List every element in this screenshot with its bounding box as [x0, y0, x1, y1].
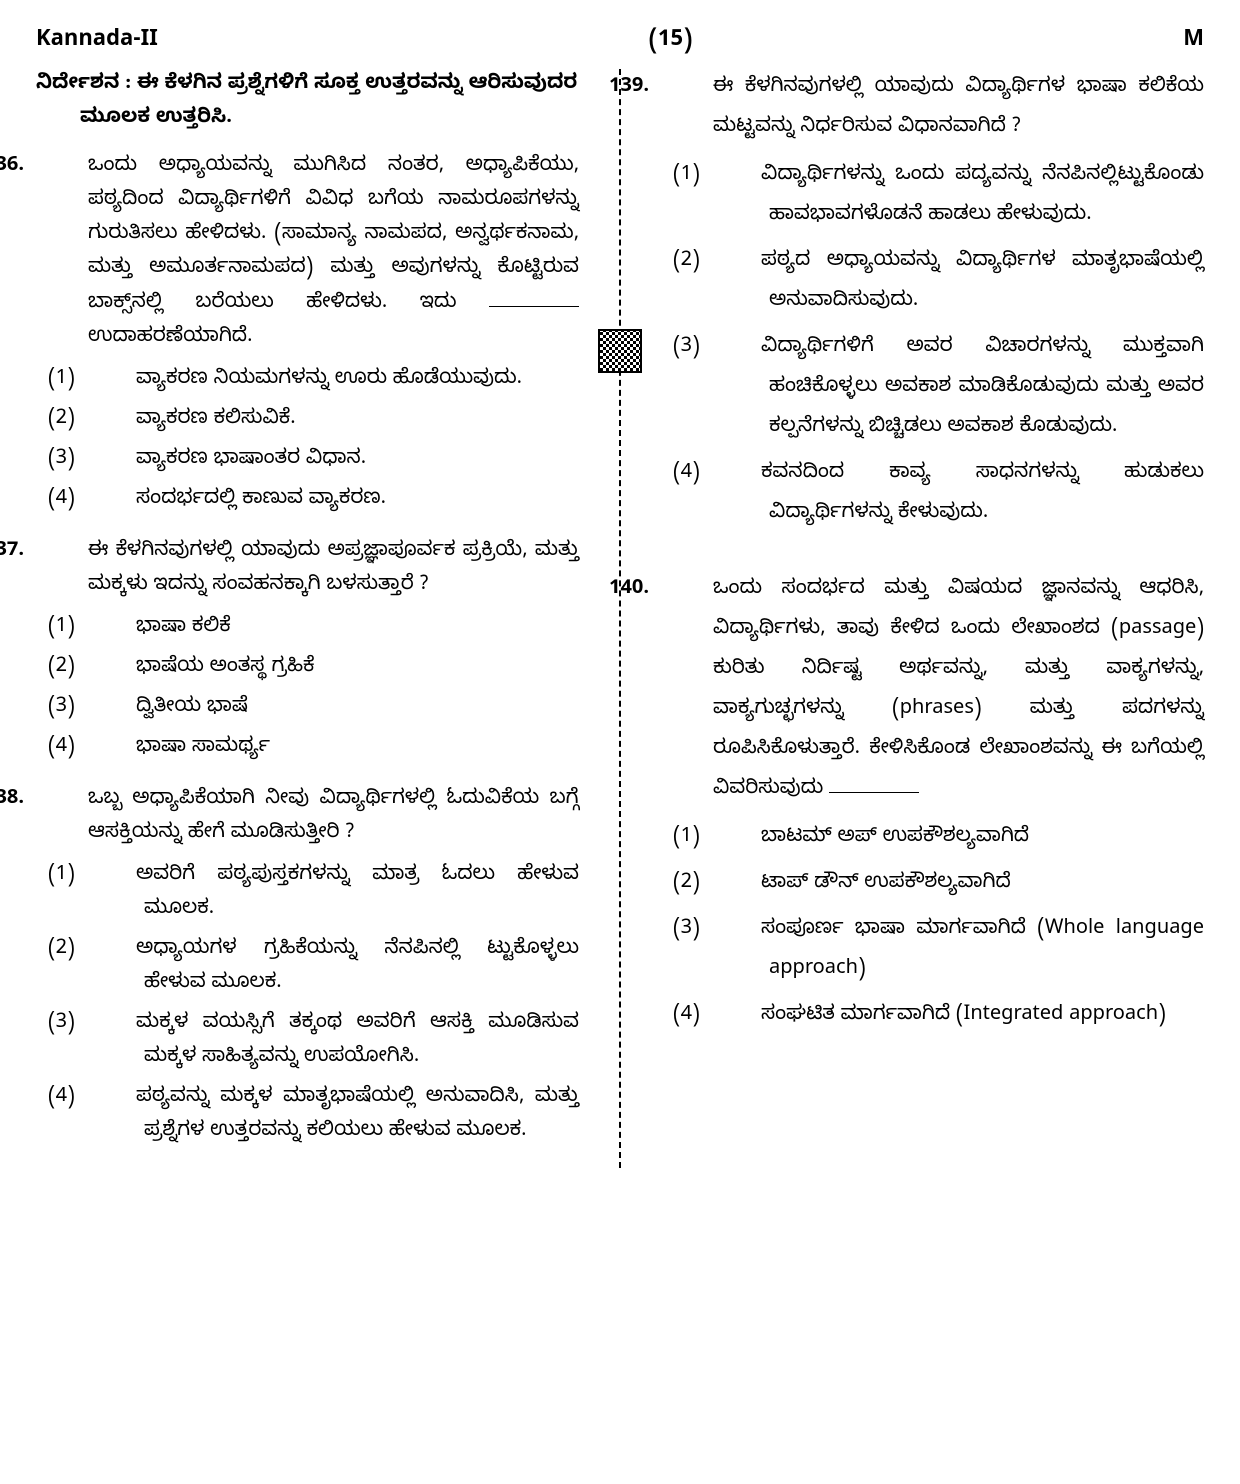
option-marker: (4) [96, 1082, 136, 1116]
instruction-label: ನಿರ್ದೇಶನ : [36, 72, 131, 99]
option-marker: (3) [721, 911, 761, 951]
option-marker: (2) [96, 404, 136, 438]
header-left: Kannada-II [36, 24, 158, 61]
options-list: (1)ವ್ಯಾಕರಣ ನಿಯಮಗಳನ್ನು ಊರು ಹೊಡೆಯುವುದು.(2)… [36, 364, 579, 518]
option-text: ಪಠ್ಯದ ಅಧ್ಯಾಯವನ್ನು ವಿದ್ಯಾರ್ಥಿಗಳ ಮಾತೃಭಾಷೆಯ… [761, 249, 1204, 316]
question-stem: 139.ಈ ಕೆಳಗಿನವುಗಳಲ್ಲಿ ಯಾವುದು ವಿದ್ಯಾರ್ಥಿಗಳ… [661, 69, 1204, 149]
option: (2)ಪಠ್ಯದ ಅಧ್ಯಾಯವನ್ನು ವಿದ್ಯಾರ್ಥಿಗಳ ಮಾತೃಭಾ… [721, 243, 1204, 323]
question: 138.ಒಬ್ಬ ಅಧ್ಯಾಪಿಕೆಯಾಗಿ ನೀವು ವಿದ್ಯಾರ್ಥಿಗಳ… [36, 784, 579, 1150]
question: 136.ಒಂದು ಅಧ್ಯಾಯವನ್ನು ಮುಗಿಸಿದ ನಂತರ, ಅಧ್ಯಾ… [36, 151, 579, 518]
question-number: 140. [661, 571, 713, 611]
option: (4)ಭಾಷಾ ಸಾಮರ್ಥ್ಯ [96, 732, 579, 766]
instruction-text: ಈ ಕೆಳಗಿನ ಪ್ರಶ್ನೆಗಳಿಗೆ ಸೂಕ್ತ ಉತ್ತರವನ್ನು ಆ… [80, 72, 577, 133]
fill-blank [489, 287, 579, 307]
option-text: ವಿದ್ಯಾರ್ಥಿಗಳನ್ನು ಒಂದು ಪದ್ಯವನ್ನು ನೆನಪಿನಲ್… [761, 163, 1204, 230]
option: (2)ಅಧ್ಯಾಯಗಳ ಗ್ರಹಿಕೆಯನ್ನು ನೆನಪಿನಲ್ಲಿ ಟ್ಟು… [96, 934, 579, 1002]
option-text: ಕವನದಿಂದ ಕಾವ್ಯ ಸಾಧನಗಳನ್ನು ಹುಡುಕಲು ವಿದ್ಯಾರ… [761, 461, 1204, 528]
option-marker: (2) [96, 652, 136, 686]
options-list: (1)ಭಾಷಾ ಕಲಿಕೆ(2)ಭಾಷೆಯ ಅಂತಸ್ಥ ಗ್ರಹಿಕೆ(3)ದ… [36, 612, 579, 766]
option-marker: (2) [96, 934, 136, 968]
question-number: 136. [36, 151, 88, 185]
option: (2)ಟಾಪ್ ಡೌನ್ ಉಪಕೌಶಲ್ಯವಾಗಿದೆ [721, 865, 1204, 905]
question-text: ಒಬ್ಬ ಅಧ್ಯಾಪಿಕೆಯಾಗಿ ನೀವು ವಿದ್ಯಾರ್ಥಿಗಳಲ್ಲಿ… [88, 787, 579, 848]
option: (3)ದ್ವಿತೀಯ ಭಾಷೆ [96, 692, 579, 726]
option: (3)ವ್ಯಾಕರಣ ಭಾಷಾಂತರ ವಿಧಾನ. [96, 444, 579, 478]
options-list: (1)ಬಾಟಮ್ ಅಪ್ ಉಪಕೌಶಲ್ಯವಾಗಿದೆ(2)ಟಾಪ್ ಡೌನ್ … [661, 819, 1204, 1037]
option-marker: (3) [96, 1008, 136, 1042]
left-column: ನಿರ್ದೇಶನ : ಈ ಕೆಳಗಿನ ಪ್ರಶ್ನೆಗಳಿಗೆ ಸೂಕ್ತ ಉ… [36, 69, 579, 1168]
option: (1)ಬಾಟಮ್ ಅಪ್ ಉಪಕೌಶಲ್ಯವಾಗಿದೆ [721, 819, 1204, 859]
question: 137.ಈ ಕೆಳಗಿನವುಗಳಲ್ಲಿ ಯಾವುದು ಅಪ್ರಜ್ಞಾಪೂರ್… [36, 536, 579, 766]
option-marker: (1) [96, 860, 136, 894]
option-marker: (4) [96, 732, 136, 766]
option-text: ವ್ಯಾಕರಣ ನಿಯಮಗಳನ್ನು ಊರು ಹೊಡೆಯುವುದು. [136, 367, 522, 394]
option: (2)ಭಾಷೆಯ ಅಂತಸ್ಥ ಗ್ರಹಿಕೆ [96, 652, 579, 686]
option: (2)ವ್ಯಾಕರಣ ಕಲಿಸುವಿಕೆ. [96, 404, 579, 438]
option-text: ವ್ಯಾಕರಣ ಭಾಷಾಂತರ ವಿಧಾನ. [136, 447, 366, 474]
option-text: ಟಾಪ್ ಡೌನ್ ಉಪಕೌಶಲ್ಯವಾಗಿದೆ [761, 871, 1011, 898]
question-stem: 136.ಒಂದು ಅಧ್ಯಾಯವನ್ನು ಮುಗಿಸಿದ ನಂತರ, ಅಧ್ಯಾ… [36, 151, 579, 356]
option-text: ಅಧ್ಯಾಯಗಳ ಗ್ರಹಿಕೆಯನ್ನು ನೆನಪಿನಲ್ಲಿ ಟ್ಟುಕೊಳ… [136, 937, 579, 998]
option-marker: (3) [721, 329, 761, 369]
option-text: ಸಂಪೂರ್ಣ ಭಾಷಾ ಮಾರ್ಗವಾಗಿದೆ (Whole language… [761, 917, 1204, 984]
option: (1)ವಿದ್ಯಾರ್ಥಿಗಳನ್ನು ಒಂದು ಪದ್ಯವನ್ನು ನೆನಪಿ… [721, 157, 1204, 237]
options-list: (1)ಅವರಿಗೆ ಪಠ್ಯಪುಸ್ತಕಗಳನ್ನು ಮಾತ್ರ ಓದಲು ಹೇ… [36, 860, 579, 1150]
question-number: 139. [661, 69, 713, 109]
option-marker: (4) [96, 484, 136, 518]
option: (4)ಸಂದರ್ಭದಲ್ಲಿ ಕಾಣುವ ವ್ಯಾಕರಣ. [96, 484, 579, 518]
option-text: ಭಾಷಾ ಕಲಿಕೆ [136, 615, 231, 642]
question: 140.ಒಂದು ಸಂದರ್ಭದ ಮತ್ತು ವಿಷಯದ ಜ್ಞಾನವನ್ನು … [661, 571, 1204, 1037]
option-text: ಭಾಷಾ ಸಾಮರ್ಥ್ಯ [136, 735, 270, 762]
question: 139.ಈ ಕೆಳಗಿನವುಗಳಲ್ಲಿ ಯಾವುದು ವಿದ್ಯಾರ್ಥಿಗಳ… [661, 69, 1204, 535]
option-marker: (1) [721, 819, 761, 859]
right-column: 139.ಈ ಕೆಳಗಿನವುಗಳಲ್ಲಿ ಯಾವುದು ವಿದ್ಯಾರ್ಥಿಗಳ… [661, 69, 1204, 1168]
option-marker: (1) [721, 157, 761, 197]
option-text: ಭಾಷೆಯ ಅಂತಸ್ಥ ಗ್ರಹಿಕೆ [136, 655, 315, 682]
option-text: ಪಠ್ಯವನ್ನು ಮಕ್ಕಳ ಮಾತೃಭಾಷೆಯಲ್ಲಿ ಅನುವಾದಿಸಿ,… [136, 1085, 579, 1146]
question-text: ಒಂದು ಸಂದರ್ಭದ ಮತ್ತು ವಿಷಯದ ಜ್ಞಾನವನ್ನು ಆಧರಿ… [713, 577, 1204, 804]
option-text: ಸಂದರ್ಭದಲ್ಲಿ ಕಾಣುವ ವ್ಯಾಕರಣ. [136, 487, 386, 514]
question-text-post: ಉದಾಹರಣೆಯಾಗಿದೆ. [88, 325, 252, 352]
option: (4)ಸಂಘಟಿತ ಮಾರ್ಗವಾಗಿದೆ (Integrated approa… [721, 997, 1204, 1037]
question-number: 138. [36, 784, 88, 818]
option-text: ಬಾಟಮ್ ಅಪ್ ಉಪಕೌಶಲ್ಯವಾಗಿದೆ [761, 825, 1029, 852]
option-marker: (3) [96, 444, 136, 478]
column-divider [619, 69, 621, 1168]
option: (3)ವಿದ್ಯಾರ್ಥಿಗಳಿಗೆ ಅವರ ವಿಚಾರಗಳನ್ನು ಮುಕ್ತ… [721, 329, 1204, 449]
question-stem: 140.ಒಂದು ಸಂದರ್ಭದ ಮತ್ತು ವಿಷಯದ ಜ್ಞಾನವನ್ನು … [661, 571, 1204, 811]
header-center: (15) [649, 24, 693, 61]
option: (3)ಸಂಪೂರ್ಣ ಭಾಷಾ ಮಾರ್ಗವಾಗಿದೆ (Whole langu… [721, 911, 1204, 991]
question-stem: 137.ಈ ಕೆಳಗಿನವುಗಳಲ್ಲಿ ಯಾವುದು ಅಪ್ರಜ್ಞಾಪೂರ್… [36, 536, 579, 604]
option-text: ಅವರಿಗೆ ಪಠ್ಯಪುಸ್ತಕಗಳನ್ನು ಮಾತ್ರ ಓದಲು ಹೇಳುವ… [136, 863, 579, 924]
question-stem: 138.ಒಬ್ಬ ಅಧ್ಯಾಪಿಕೆಯಾಗಿ ನೀವು ವಿದ್ಯಾರ್ಥಿಗಳ… [36, 784, 579, 852]
question-text: ಈ ಕೆಳಗಿನವುಗಳಲ್ಲಿ ಯಾವುದು ಅಪ್ರಜ್ಞಾಪೂರ್ವಕ ಪ… [88, 539, 579, 600]
option-marker: (2) [721, 865, 761, 905]
option-marker: (1) [96, 364, 136, 398]
qr-code-icon [598, 329, 642, 373]
option: (3)ಮಕ್ಕಳ ವಯಸ್ಸಿಗೆ ತಕ್ಕಂಥ ಅವರಿಗೆ ಆಸಕ್ತಿ ಮ… [96, 1008, 579, 1076]
question-text: ಈ ಕೆಳಗಿನವುಗಳಲ್ಲಿ ಯಾವುದು ವಿದ್ಯಾರ್ಥಿಗಳ ಭಾಷ… [713, 75, 1204, 142]
option-marker: (1) [96, 612, 136, 646]
options-list: (1)ವಿದ್ಯಾರ್ಥಿಗಳನ್ನು ಒಂದು ಪದ್ಯವನ್ನು ನೆನಪಿ… [661, 157, 1204, 535]
option: (1)ಅವರಿಗೆ ಪಠ್ಯಪುಸ್ತಕಗಳನ್ನು ಮಾತ್ರ ಓದಲು ಹೇ… [96, 860, 579, 928]
option-marker: (2) [721, 243, 761, 283]
option: (4)ಪಠ್ಯವನ್ನು ಮಕ್ಕಳ ಮಾತೃಭಾಷೆಯಲ್ಲಿ ಅನುವಾದಿ… [96, 1082, 579, 1150]
option-text: ವ್ಯಾಕರಣ ಕಲಿಸುವಿಕೆ. [136, 407, 296, 434]
option-text: ವಿದ್ಯಾರ್ಥಿಗಳಿಗೆ ಅವರ ವಿಚಾರಗಳನ್ನು ಮುಕ್ತವಾಗ… [761, 335, 1204, 442]
option-text: ಸಂಘಟಿತ ಮಾರ್ಗವಾಗಿದೆ (Integrated approach) [761, 1003, 1166, 1030]
option: (1)ವ್ಯಾಕರಣ ನಿಯಮಗಳನ್ನು ಊರು ಹೊಡೆಯುವುದು. [96, 364, 579, 398]
option-marker: (3) [96, 692, 136, 726]
option-text: ಮಕ್ಕಳ ವಯಸ್ಸಿಗೆ ತಕ್ಕಂಥ ಅವರಿಗೆ ಆಸಕ್ತಿ ಮೂಡಿ… [136, 1011, 579, 1072]
option: (1)ಭಾಷಾ ಕಲಿಕೆ [96, 612, 579, 646]
option-marker: (4) [721, 455, 761, 495]
fill-blank [829, 773, 919, 793]
option: (4)ಕವನದಿಂದ ಕಾವ್ಯ ಸಾಧನಗಳನ್ನು ಹುಡುಕಲು ವಿದ್… [721, 455, 1204, 535]
header-right: M [1183, 24, 1204, 61]
instruction: ನಿರ್ದೇಶನ : ಈ ಕೆಳಗಿನ ಪ್ರಶ್ನೆಗಳಿಗೆ ಸೂಕ್ತ ಉ… [36, 69, 579, 137]
option-marker: (4) [721, 997, 761, 1037]
question-number: 137. [36, 536, 88, 570]
option-text: ದ್ವಿತೀಯ ಭಾಷೆ [136, 695, 248, 722]
